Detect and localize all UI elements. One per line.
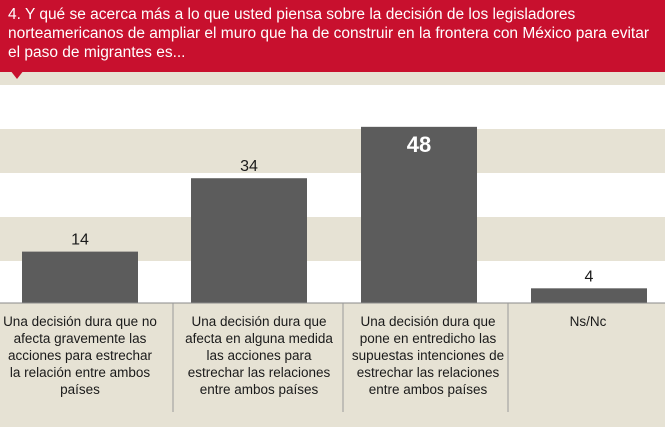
grid-band bbox=[0, 129, 665, 173]
bar-1 bbox=[22, 251, 138, 303]
question-header: 4. Y qué se acerca más a lo que usted pi… bbox=[0, 0, 665, 72]
grid-band bbox=[0, 173, 665, 217]
header-pointer bbox=[10, 70, 24, 79]
value-label-1: 14 bbox=[71, 232, 89, 249]
question-text: 4. Y qué se acerca más a lo que usted pi… bbox=[8, 6, 649, 61]
bar-4 bbox=[531, 288, 647, 303]
value-label-2: 34 bbox=[240, 158, 258, 175]
category-label-4: Ns/Nc bbox=[569, 314, 607, 329]
category-label-1: Una decisión dura que no afecta gravemen… bbox=[3, 314, 157, 397]
value-label-3: 48 bbox=[407, 132, 431, 157]
value-label-4: 4 bbox=[585, 268, 594, 285]
grid-band bbox=[0, 85, 665, 129]
category-label-3: Una decisión dura que pone en entredicho… bbox=[351, 314, 505, 397]
bar-2 bbox=[191, 178, 307, 303]
bar-3 bbox=[361, 126, 477, 303]
category-label-2: Una decisión dura que afecta en alguna m… bbox=[185, 314, 333, 397]
